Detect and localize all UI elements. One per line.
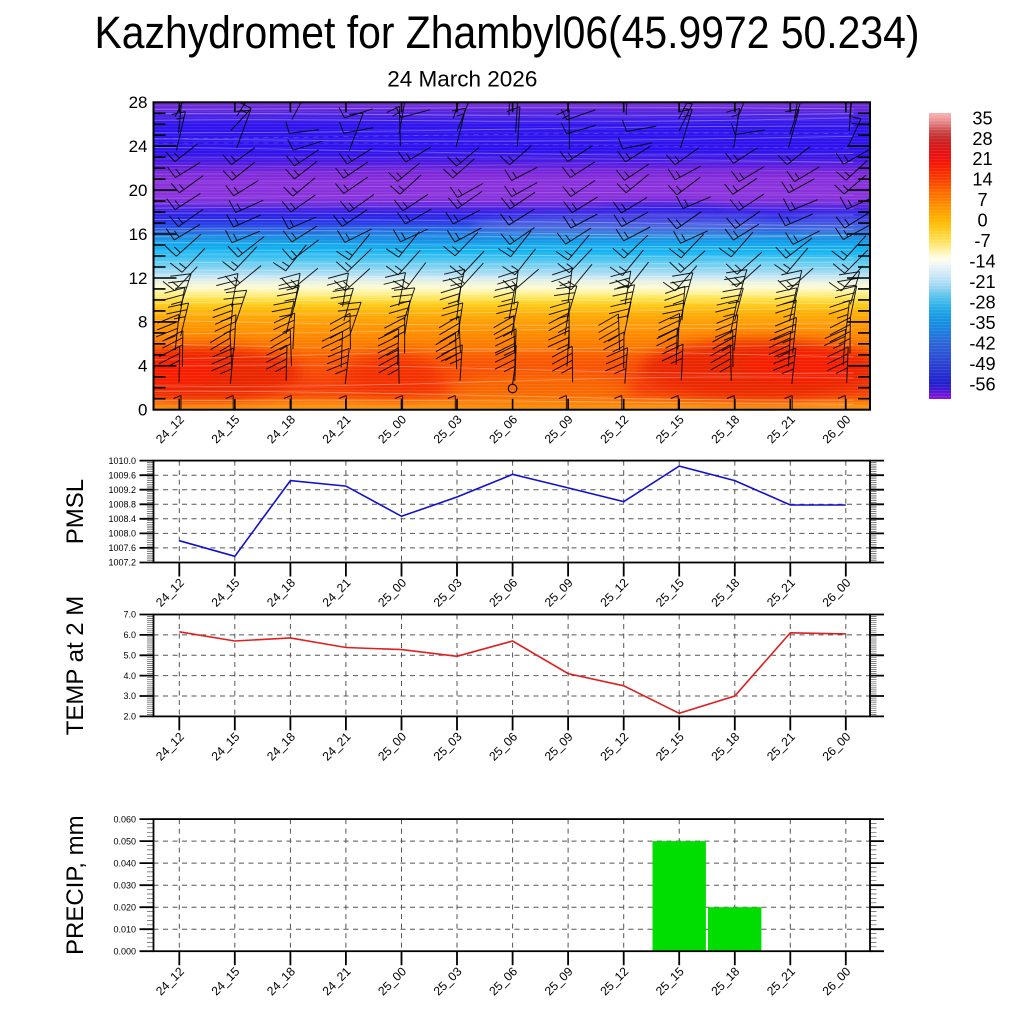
svg-text:Kazhydromet for Zhambyl06(45.9: Kazhydromet for Zhambyl06(45.9972 50.234… [95, 7, 920, 58]
svg-text:0.000: 0.000 [113, 946, 136, 956]
svg-text:0.050: 0.050 [113, 836, 136, 846]
svg-text:-56: -56 [969, 374, 995, 394]
svg-text:5.0: 5.0 [123, 651, 136, 661]
svg-text:-14: -14 [969, 252, 995, 272]
svg-text:0.060: 0.060 [113, 814, 136, 824]
svg-text:PRECIP, mm: PRECIP, mm [62, 815, 89, 955]
svg-text:0.030: 0.030 [113, 880, 136, 890]
svg-text:20: 20 [129, 181, 148, 200]
svg-text:1009.6: 1009.6 [108, 470, 136, 480]
svg-text:28: 28 [129, 93, 148, 112]
svg-text:-35: -35 [969, 313, 995, 333]
svg-text:4: 4 [138, 357, 147, 376]
svg-text:3.0: 3.0 [123, 691, 136, 701]
svg-text:-21: -21 [969, 272, 995, 292]
svg-text:1008.0: 1008.0 [108, 529, 136, 539]
svg-text:1007.6: 1007.6 [108, 543, 136, 553]
svg-text:7.0: 7.0 [123, 610, 136, 620]
svg-text:-7: -7 [974, 231, 990, 251]
svg-text:4.0: 4.0 [123, 671, 136, 681]
svg-text:0: 0 [977, 211, 987, 231]
svg-text:1009.2: 1009.2 [108, 485, 136, 495]
svg-text:21: 21 [972, 149, 992, 169]
svg-text:TEMP at 2 M: TEMP at 2 M [62, 596, 89, 736]
svg-text:8: 8 [138, 313, 147, 332]
svg-text:28: 28 [972, 129, 992, 149]
svg-text:-42: -42 [969, 333, 995, 353]
svg-text:16: 16 [129, 225, 148, 244]
svg-text:1010.0: 1010.0 [108, 456, 136, 466]
svg-text:1008.8: 1008.8 [108, 500, 136, 510]
svg-text:0.020: 0.020 [113, 902, 136, 912]
svg-text:-28: -28 [969, 292, 995, 312]
svg-text:35: 35 [972, 108, 992, 128]
svg-text:1008.4: 1008.4 [108, 514, 136, 524]
svg-text:24: 24 [129, 137, 148, 156]
svg-text:0.010: 0.010 [113, 924, 136, 934]
svg-text:0.040: 0.040 [113, 858, 136, 868]
svg-text:2.0: 2.0 [123, 712, 136, 722]
svg-text:24 March 2026: 24 March 2026 [387, 67, 537, 92]
svg-text:1007.2: 1007.2 [108, 558, 136, 568]
svg-text:6.0: 6.0 [123, 630, 136, 640]
svg-text:7: 7 [977, 190, 987, 210]
svg-text:-49: -49 [969, 354, 995, 374]
svg-text:0: 0 [138, 401, 147, 420]
svg-text:PMSL: PMSL [62, 479, 89, 544]
svg-text:12: 12 [129, 269, 148, 288]
svg-text:14: 14 [972, 170, 992, 190]
